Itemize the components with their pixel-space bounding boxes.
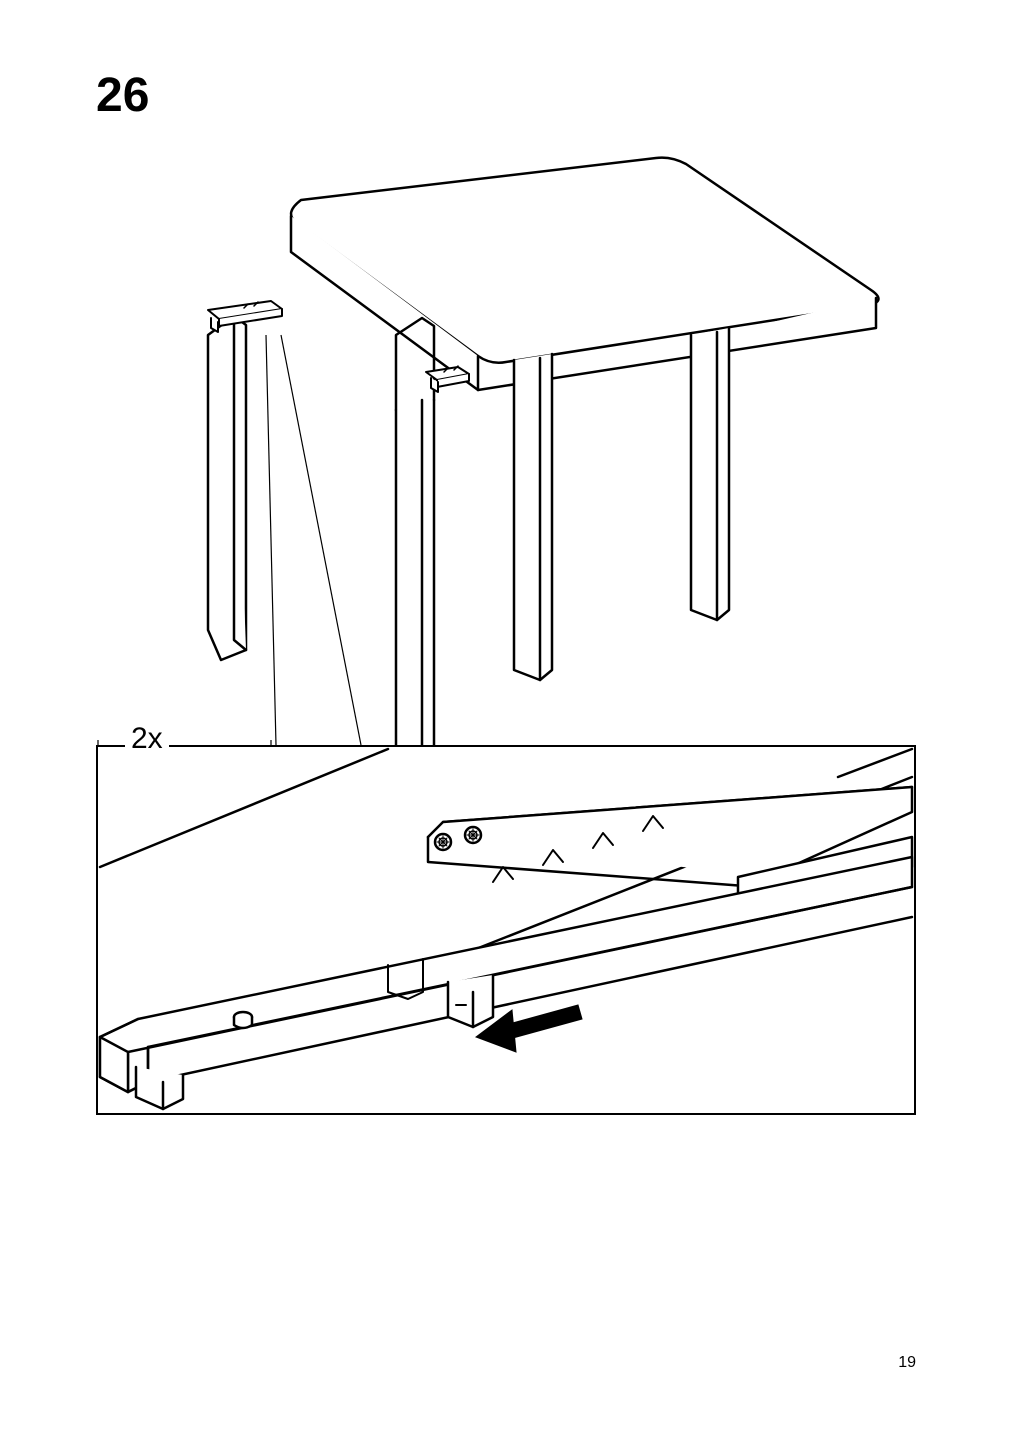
instruction-page: 26 <box>0 0 1012 1432</box>
detail-diagram <box>96 745 916 1115</box>
quantity-label: 2x <box>125 722 169 756</box>
step-number: 26 <box>96 68 149 123</box>
main-diagram <box>96 140 916 760</box>
page-number: 19 <box>898 1354 916 1372</box>
